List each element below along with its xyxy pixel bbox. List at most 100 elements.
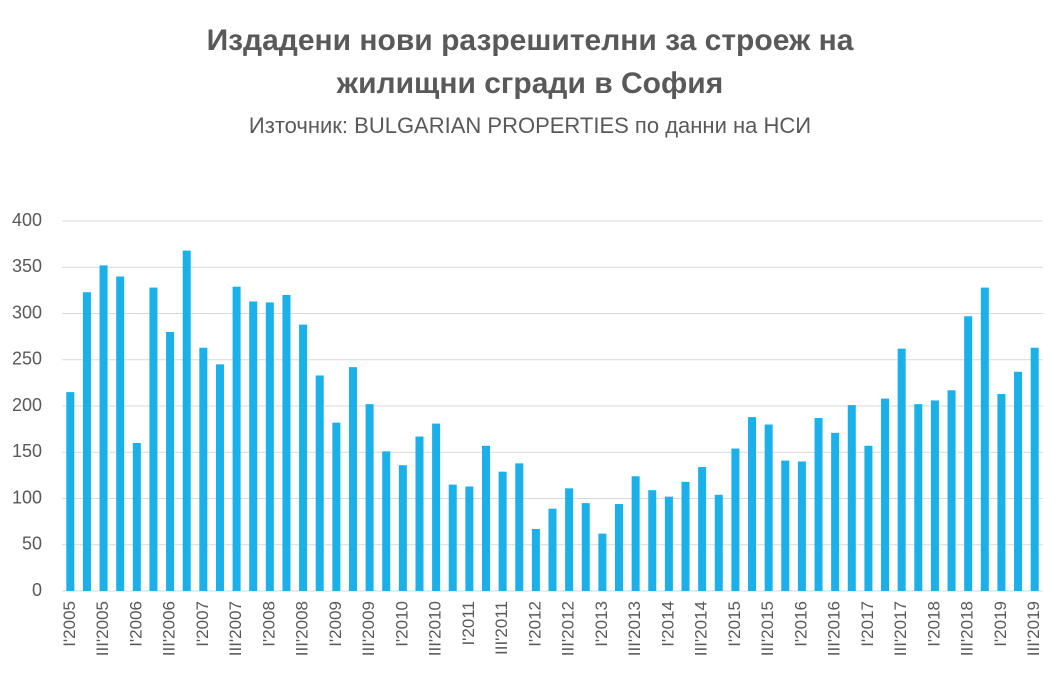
bar — [232, 286, 241, 591]
bar — [814, 418, 823, 591]
bar — [82, 292, 91, 591]
x-tick-label: III'2012 — [559, 601, 578, 656]
bar — [764, 424, 773, 591]
bar — [282, 295, 291, 591]
bar — [365, 404, 374, 591]
bar — [1030, 347, 1039, 591]
bar — [797, 461, 806, 591]
y-tick-label: 100 — [12, 487, 42, 507]
bar — [398, 465, 407, 591]
bar — [980, 287, 989, 591]
chart-title: Издадени нови разрешителни за строеж на — [207, 24, 854, 57]
x-tick-label: III'2011 — [492, 601, 511, 655]
bar — [498, 471, 507, 591]
chart-title: жилищни сгради в София — [336, 67, 723, 100]
bar — [465, 486, 474, 591]
x-tick-label: III'2016 — [825, 601, 844, 656]
bar — [299, 324, 308, 591]
x-tick-label: III'2008 — [293, 601, 312, 656]
bar — [548, 508, 557, 591]
x-tick-label: III'2006 — [160, 601, 179, 656]
x-tick-label: I'2008 — [259, 601, 278, 647]
bar — [515, 463, 524, 591]
bar — [864, 445, 873, 591]
x-tick-label: III'2018 — [958, 601, 977, 656]
bar — [581, 503, 590, 591]
bar — [66, 392, 75, 591]
x-tick-label: III'2005 — [93, 601, 112, 656]
y-tick-label: 150 — [12, 441, 42, 461]
bar — [748, 417, 757, 591]
x-tick-label: I'2013 — [592, 601, 611, 647]
bar — [132, 443, 141, 591]
bar — [332, 422, 341, 591]
y-tick-label: 400 — [12, 210, 42, 230]
x-tick-label: III'2010 — [426, 601, 445, 656]
bar — [315, 375, 324, 591]
bar — [265, 302, 274, 591]
bar — [215, 364, 224, 591]
y-tick-label: 250 — [12, 349, 42, 369]
bar — [182, 250, 191, 591]
bar — [831, 432, 840, 591]
bar — [781, 460, 790, 591]
bar — [166, 332, 175, 591]
x-tick-label: I'2010 — [392, 601, 411, 647]
bar — [432, 423, 441, 591]
y-tick-label: 0 — [32, 580, 42, 600]
bar — [249, 301, 258, 591]
bar — [731, 448, 740, 591]
bar — [698, 467, 707, 591]
x-tick-label: III'2009 — [359, 601, 378, 656]
x-tick-label: I'2011 — [459, 601, 478, 646]
x-tick-label: I'2014 — [658, 601, 677, 647]
x-tick-label: I'2019 — [991, 601, 1010, 647]
bar — [348, 367, 357, 591]
bar — [631, 476, 640, 591]
x-tick-label: I'2005 — [60, 601, 79, 647]
bar — [714, 494, 723, 591]
y-tick-label: 200 — [12, 395, 42, 415]
bar — [847, 405, 856, 591]
bar — [664, 496, 673, 591]
bar — [565, 488, 574, 591]
x-tick-label: I'2007 — [193, 601, 212, 647]
bar — [897, 348, 906, 591]
bar — [914, 404, 923, 591]
y-tick-label: 300 — [12, 302, 42, 322]
x-tick-label: III'2017 — [891, 601, 910, 656]
bar — [648, 490, 657, 591]
x-tick-label: III'2014 — [692, 601, 711, 656]
bar — [881, 398, 890, 591]
bar — [681, 481, 690, 591]
x-tick-label: I'2006 — [126, 601, 145, 647]
x-tick-label: I'2012 — [525, 601, 544, 647]
bar — [1014, 371, 1023, 591]
x-tick-label: I'2017 — [858, 601, 877, 647]
x-tick-label: I'2009 — [326, 601, 345, 647]
x-tick-label: I'2015 — [725, 601, 744, 647]
bar — [930, 400, 939, 591]
bar — [964, 316, 973, 591]
bar — [997, 393, 1006, 591]
bar — [598, 533, 607, 591]
y-tick-label: 50 — [22, 534, 42, 554]
bar — [116, 276, 125, 591]
bar — [947, 390, 956, 591]
x-tick-label: III'2019 — [1024, 601, 1043, 656]
bar — [149, 287, 158, 591]
bar — [415, 436, 424, 591]
x-tick-label: I'2016 — [791, 601, 810, 647]
y-tick-label: 350 — [12, 256, 42, 276]
x-tick-label: III'2007 — [226, 601, 245, 656]
bar — [448, 484, 457, 591]
bar — [615, 504, 624, 591]
x-tick-label: III'2013 — [625, 601, 644, 656]
chart-subtitle: Източник: BULGARIAN PROPERTIES по данни … — [249, 113, 811, 138]
bar — [382, 451, 391, 591]
bar — [199, 347, 208, 591]
x-tick-label: I'2018 — [924, 601, 943, 647]
bar — [531, 529, 540, 591]
bar — [99, 265, 108, 591]
